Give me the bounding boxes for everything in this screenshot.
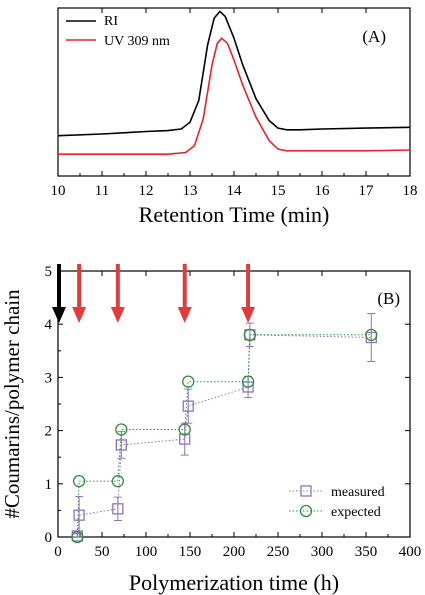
y-tick-label: 3 <box>45 370 53 386</box>
legend-ri-label: RI <box>104 14 118 29</box>
data-point-expected <box>365 328 378 341</box>
x-tick-label: 13 <box>183 183 198 199</box>
x-tick-label: 15 <box>271 183 286 199</box>
x-tick-label: 14 <box>227 183 243 199</box>
panel-a-legend: RI UV 309 nm <box>66 14 170 49</box>
arrow-red-head <box>177 307 192 323</box>
panel-a-x-ticks: 10 11 12 13 14 15 16 17 18 <box>51 8 418 199</box>
x-tick-label: 18 <box>403 183 418 199</box>
data-point-measured <box>365 331 377 344</box>
panel-a-series-group <box>57 10 411 155</box>
legend-measured-label: measured <box>331 485 385 500</box>
arrow-red-head <box>110 307 125 323</box>
data-point-measured <box>179 433 191 445</box>
data-point-expected <box>111 474 124 488</box>
x-tick-label: 300 <box>311 544 334 560</box>
x-tick-label: 0 <box>54 544 62 560</box>
x-tick-label: 12 <box>139 183 154 199</box>
x-tick-label: 11 <box>95 183 109 199</box>
arrow-black-head <box>52 307 66 323</box>
data-point-expected <box>178 423 191 436</box>
data-point-expected <box>243 328 256 341</box>
data-point-expected <box>182 375 195 388</box>
y-tick-label: 2 <box>45 424 53 440</box>
y-tick-label: 4 <box>45 317 53 333</box>
panel-b-arrows <box>52 264 256 323</box>
panel-a-chart: 10 11 12 13 14 15 16 17 18 (A) RI UV 309 nm Rete… <box>51 7 418 227</box>
x-tick-label: 17 <box>359 183 375 199</box>
x-tick-label: 16 <box>315 183 331 199</box>
panel-a-x-axis-label: Retention Time (min) <box>139 202 330 227</box>
y-tick-label: 5 <box>45 264 53 280</box>
panel-b-label: (B) <box>377 289 400 308</box>
arrow-red-head <box>72 307 87 323</box>
x-tick-label: 100 <box>135 544 158 560</box>
data-point-expected <box>71 530 84 544</box>
legend-expected-marker <box>299 504 313 518</box>
legend-uv-label: UV 309 nm <box>104 34 170 49</box>
x-tick-label: 200 <box>223 544 246 560</box>
arrow-red-head <box>241 307 256 323</box>
data-point-measured <box>182 400 194 412</box>
x-tick-label: 150 <box>179 544 202 560</box>
data-point-expected <box>115 423 128 436</box>
series-line-ri <box>57 10 411 137</box>
panel-a-label: (A) <box>362 27 386 46</box>
legend-measured-marker <box>300 485 312 497</box>
x-tick-label: 50 <box>95 544 110 560</box>
y-tick-label: 0 <box>45 530 53 546</box>
panel-b-y-ticks: 0 1 2 3 4 5 <box>45 264 410 546</box>
panel-b-chart: 0 1 2 3 4 5 0 50 100 150 200 250 300 350 400 (B) meas… <box>0 264 421 595</box>
x-tick-label: 400 <box>399 544 422 560</box>
data-point-measured <box>242 381 254 393</box>
x-tick-label: 350 <box>355 544 378 560</box>
x-tick-label: 10 <box>51 183 66 199</box>
data-point-measured <box>73 509 85 521</box>
panel-b-legend: measured expected <box>289 485 385 520</box>
data-point-measured <box>112 503 124 515</box>
panel-b-series-group <box>71 313 378 544</box>
series-line-uv-309-nm <box>58 37 411 155</box>
x-tick-label: 250 <box>267 544 290 560</box>
panel-b-y-axis-label: #Coumarins/polymer chain <box>0 289 24 519</box>
panel-b-x-axis-label: Polymerization time (h) <box>129 570 339 595</box>
data-point-measured <box>115 439 128 451</box>
panel-b-x-ticks: 0 50 100 150 200 250 300 350 400 <box>54 271 421 560</box>
data-point-expected <box>241 375 255 388</box>
data-point-expected <box>72 474 86 488</box>
legend-expected-label: expected <box>331 505 381 520</box>
y-tick-label: 1 <box>45 477 53 493</box>
